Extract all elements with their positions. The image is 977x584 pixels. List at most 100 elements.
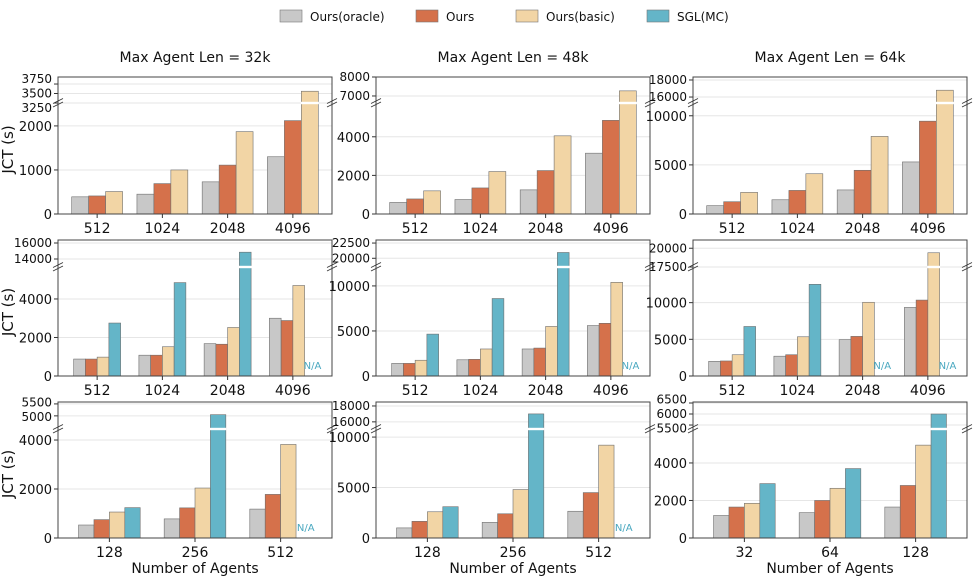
bar xyxy=(411,521,428,539)
y-axis-label: JCT (s) xyxy=(0,125,17,174)
bar xyxy=(528,413,545,539)
axes-frame xyxy=(57,239,333,377)
y-tick-label: 2000 xyxy=(19,120,52,135)
bar xyxy=(423,190,441,215)
y-tick-label: 16000 xyxy=(649,90,687,104)
subplot: 0 2000 4000 7000 8000 512 1024 2048 4096 Max Agen… xyxy=(337,50,656,237)
axis-break-mark xyxy=(370,98,382,104)
bar xyxy=(427,511,444,539)
y-tick-label: 0 xyxy=(44,208,52,223)
x-tick-label: 2048 xyxy=(845,221,881,237)
bar xyxy=(280,444,297,539)
bar xyxy=(728,506,745,539)
bar xyxy=(88,195,106,215)
bar-break-gap xyxy=(935,101,954,105)
bar xyxy=(708,361,721,377)
na-label: N/A xyxy=(297,523,315,534)
x-tick-label: 2048 xyxy=(210,383,246,399)
bar xyxy=(884,506,901,539)
bar-break-gap xyxy=(927,265,941,269)
axis-break-mark xyxy=(370,265,382,272)
bar xyxy=(936,89,954,215)
x-tick-label: 512 xyxy=(267,545,294,561)
bar xyxy=(488,171,507,215)
subplot-title: Max Agent Len = 48k xyxy=(438,50,590,66)
bar xyxy=(798,512,815,539)
y-tick-label: 14000 xyxy=(14,252,52,266)
x-tick-label: 512 xyxy=(84,383,111,399)
bar xyxy=(773,355,786,377)
legend: Ours(oracle) Ours Ours(basic) SGL(MC) xyxy=(279,9,729,24)
axes-frame xyxy=(692,239,968,377)
bar xyxy=(108,322,121,377)
x-tick-label: 256 xyxy=(500,545,527,561)
bar xyxy=(915,444,932,539)
bar xyxy=(71,196,89,215)
bar xyxy=(96,356,110,377)
bar xyxy=(497,513,514,539)
axis-break-mark xyxy=(961,424,973,430)
bar xyxy=(919,120,937,215)
y-tick-label: 0 xyxy=(679,532,687,547)
x-tick-label: 2048 xyxy=(528,221,564,237)
legend-swatch xyxy=(515,9,539,23)
legend-item: SGL(MC) xyxy=(646,9,729,24)
bar xyxy=(533,347,546,377)
bar xyxy=(598,444,615,539)
bar xyxy=(706,205,724,215)
bar xyxy=(109,511,126,539)
bar xyxy=(480,348,493,377)
subplot: 0 5000 10000 16000 18000 512 1024 2048 4096 Max A… xyxy=(646,50,973,237)
bar xyxy=(150,354,163,377)
bar xyxy=(519,189,538,215)
bar xyxy=(136,193,155,215)
bar xyxy=(582,492,599,539)
bar-break-gap xyxy=(930,427,947,431)
bar xyxy=(280,320,294,377)
bar xyxy=(899,485,916,539)
bar xyxy=(210,414,227,539)
bar xyxy=(744,502,761,539)
x-tick-label: 1024 xyxy=(780,383,816,399)
bar xyxy=(173,282,187,377)
x-tick-label: 4096 xyxy=(593,221,629,237)
bar xyxy=(838,339,852,377)
y-axis-label: JCT (s) xyxy=(0,288,17,337)
x-tick-label: 512 xyxy=(719,383,746,399)
y-tick-label: 5500 xyxy=(656,422,687,436)
bar xyxy=(396,527,413,539)
y-tick-label: 18000 xyxy=(332,399,370,413)
bar xyxy=(105,191,123,215)
bar xyxy=(808,284,822,377)
subplot: 0 5000 10000 16000 18000 N/A 128 256 512 Number o… xyxy=(329,399,656,577)
na-label: N/A xyxy=(939,361,957,372)
axis-break-mark xyxy=(326,265,338,272)
x-tick-label: 64 xyxy=(821,545,839,561)
bar xyxy=(845,468,862,539)
axis-break-mark xyxy=(326,98,338,104)
y-tick-label: 17500 xyxy=(649,260,687,274)
y-tick-label: 2000 xyxy=(19,483,52,498)
axis-break-mark xyxy=(326,427,338,434)
legend-item: Ours(oracle) xyxy=(279,9,385,24)
bar xyxy=(759,483,776,539)
bar xyxy=(201,181,220,215)
legend-label: Ours xyxy=(446,10,474,24)
x-tick-label: 2048 xyxy=(210,221,246,237)
axis-break-mark xyxy=(687,424,699,430)
bar xyxy=(78,524,95,539)
bar xyxy=(731,354,745,377)
bar xyxy=(138,354,151,377)
bar xyxy=(442,506,459,539)
y-tick-label: 22500 xyxy=(332,236,370,250)
y-tick-label: 5500 xyxy=(21,396,52,410)
bar-break-gap xyxy=(238,265,252,269)
y-tick-label: 4000 xyxy=(337,131,370,146)
y-tick-label: 0 xyxy=(362,208,370,223)
axis-break-mark xyxy=(370,101,382,108)
axis-break-mark xyxy=(326,262,338,268)
bar xyxy=(785,354,798,377)
legend-swatch xyxy=(279,9,303,23)
